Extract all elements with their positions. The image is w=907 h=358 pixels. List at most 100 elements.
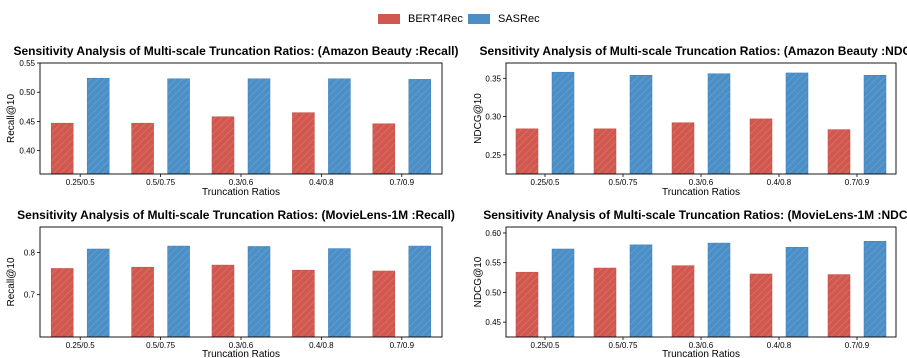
x-tick-label: 0.5/0.75 (146, 178, 175, 187)
bar-bert4rec-3 (671, 122, 695, 175)
x-axis-label: Truncation Ratios (662, 349, 740, 358)
bar-bert4rec-4 (292, 112, 315, 175)
bar-bert4rec-5 (372, 270, 396, 338)
legend-item-bert4rec: BERT4Rec (378, 12, 463, 26)
y-axis-label: Recall@10 (6, 257, 17, 307)
x-tick-label: 0.25/0.5 (531, 178, 560, 187)
y-tick-label: 0.40 (19, 147, 35, 156)
bar-bert4rec-1 (50, 268, 74, 338)
bar-bert4rec-1 (515, 128, 539, 175)
y-tick-label: 0.30 (485, 113, 501, 122)
x-tick-label: 0.3/0.6 (689, 341, 714, 350)
y-tick-label: 0.50 (19, 88, 35, 97)
bar-sasrec-3 (247, 78, 271, 175)
x-tick-label: 0.3/0.6 (229, 341, 254, 350)
chart-panel-4: Sensitivity Analysis of Multi-scale Trun… (473, 208, 907, 358)
plot-frame (39, 226, 443, 338)
bar-sasrec-5 (863, 241, 887, 338)
legend-label-sasrec: SASRec (498, 13, 540, 25)
chart-panel-3: Sensitivity Analysis of Multi-scale Trun… (6, 208, 455, 358)
y-tick-label: 0.50 (485, 288, 501, 297)
y-tick-label: 0.55 (485, 259, 501, 268)
bar-sasrec-4 (328, 78, 351, 175)
y-axis-label: Recall@10 (6, 94, 17, 144)
y-tick-label: 0.55 (19, 59, 35, 68)
bar-sasrec-5 (408, 245, 432, 338)
bar-bert4rec-4 (292, 269, 315, 338)
x-tick-label: 0.7/0.9 (390, 341, 415, 350)
x-tick-label: 0.25/0.5 (66, 341, 95, 350)
x-tick-label: 0.25/0.5 (531, 341, 560, 350)
bar-sasrec-4 (785, 246, 809, 338)
bar-sasrec-2 (167, 78, 190, 175)
bar-bert4rec-5 (827, 274, 851, 338)
bar-sasrec-2 (167, 245, 190, 338)
x-tick-label: 0.4/0.8 (309, 178, 334, 187)
y-tick-label: 0.35 (485, 74, 501, 83)
legend: BERT4Rec SASRec (0, 0, 907, 36)
bar-bert4rec-3 (671, 265, 695, 338)
bar-sasrec-3 (247, 246, 271, 338)
bar-bert4rec-1 (515, 271, 539, 338)
bar-sasrec-1 (86, 77, 110, 175)
legend-item-sasrec: SASRec (468, 12, 540, 26)
y-tick-label: 0.60 (485, 229, 501, 238)
chart-title: Sensitivity Analysis of Multi-scale Trun… (14, 44, 459, 58)
bar-bert4rec-2 (131, 122, 154, 175)
bar-bert4rec-3 (211, 264, 235, 338)
chart-title: Sensitivity Analysis of Multi-scale Trun… (480, 44, 907, 58)
bar-sasrec-5 (863, 74, 887, 175)
bar-sasrec-4 (785, 72, 809, 175)
bar-bert4rec-4 (749, 118, 773, 175)
bar-sasrec-1 (551, 248, 575, 338)
bar-sasrec-2 (629, 74, 653, 175)
y-axis-label: NDCG@10 (473, 93, 484, 144)
bar-bert4rec-4 (749, 273, 773, 338)
bar-sasrec-5 (408, 79, 432, 175)
x-tick-label: 0.4/0.8 (309, 341, 334, 350)
plot-frame (505, 62, 897, 175)
bar-sasrec-4 (328, 248, 351, 338)
bar-bert4rec-5 (372, 123, 396, 175)
x-tick-label: 0.7/0.9 (845, 341, 870, 350)
bar-sasrec-3 (707, 73, 731, 175)
x-tick-label: 0.25/0.5 (66, 178, 95, 187)
y-tick-label: 0.45 (485, 318, 501, 327)
bar-sasrec-3 (707, 242, 731, 338)
x-axis-label: Truncation Ratios (202, 349, 280, 358)
x-axis-label: Truncation Ratios (202, 187, 280, 198)
bar-sasrec-1 (86, 248, 110, 338)
y-tick-label: 0.8 (24, 248, 36, 257)
bar-bert4rec-3 (211, 116, 235, 175)
x-tick-label: 0.5/0.75 (609, 178, 638, 187)
x-tick-label: 0.3/0.6 (229, 178, 254, 187)
x-tick-label: 0.4/0.8 (767, 341, 792, 350)
plot-frame (505, 226, 897, 338)
x-tick-label: 0.5/0.75 (146, 341, 175, 350)
bar-sasrec-2 (629, 244, 653, 338)
chart-title: Sensitivity Analysis of Multi-scale Trun… (483, 208, 907, 222)
x-tick-label: 0.7/0.9 (845, 178, 870, 187)
bar-bert4rec-5 (827, 129, 851, 175)
x-tick-label: 0.5/0.75 (609, 341, 638, 350)
legend-swatch-bert4rec (378, 14, 400, 24)
y-axis-label: NDCG@10 (473, 256, 484, 307)
y-tick-label: 0.7 (24, 291, 36, 300)
plot-frame (39, 62, 443, 175)
bar-sasrec-1 (551, 71, 575, 175)
chart-panel-1: Sensitivity Analysis of Multi-scale Trun… (6, 44, 458, 198)
y-tick-label: 0.45 (19, 117, 35, 126)
bar-bert4rec-1 (50, 122, 74, 175)
x-tick-label: 0.4/0.8 (767, 178, 792, 187)
x-tick-label: 0.7/0.9 (390, 178, 415, 187)
chart-title: Sensitivity Analysis of Multi-scale Trun… (17, 208, 455, 222)
bar-bert4rec-2 (593, 128, 617, 175)
x-tick-label: 0.3/0.6 (689, 178, 714, 187)
x-axis-label: Truncation Ratios (662, 187, 740, 198)
bar-bert4rec-2 (131, 266, 154, 338)
y-tick-label: 0.25 (485, 151, 501, 160)
legend-label-bert4rec: BERT4Rec (408, 13, 463, 25)
legend-swatch-sasrec (468, 14, 490, 24)
bar-bert4rec-2 (593, 267, 617, 338)
